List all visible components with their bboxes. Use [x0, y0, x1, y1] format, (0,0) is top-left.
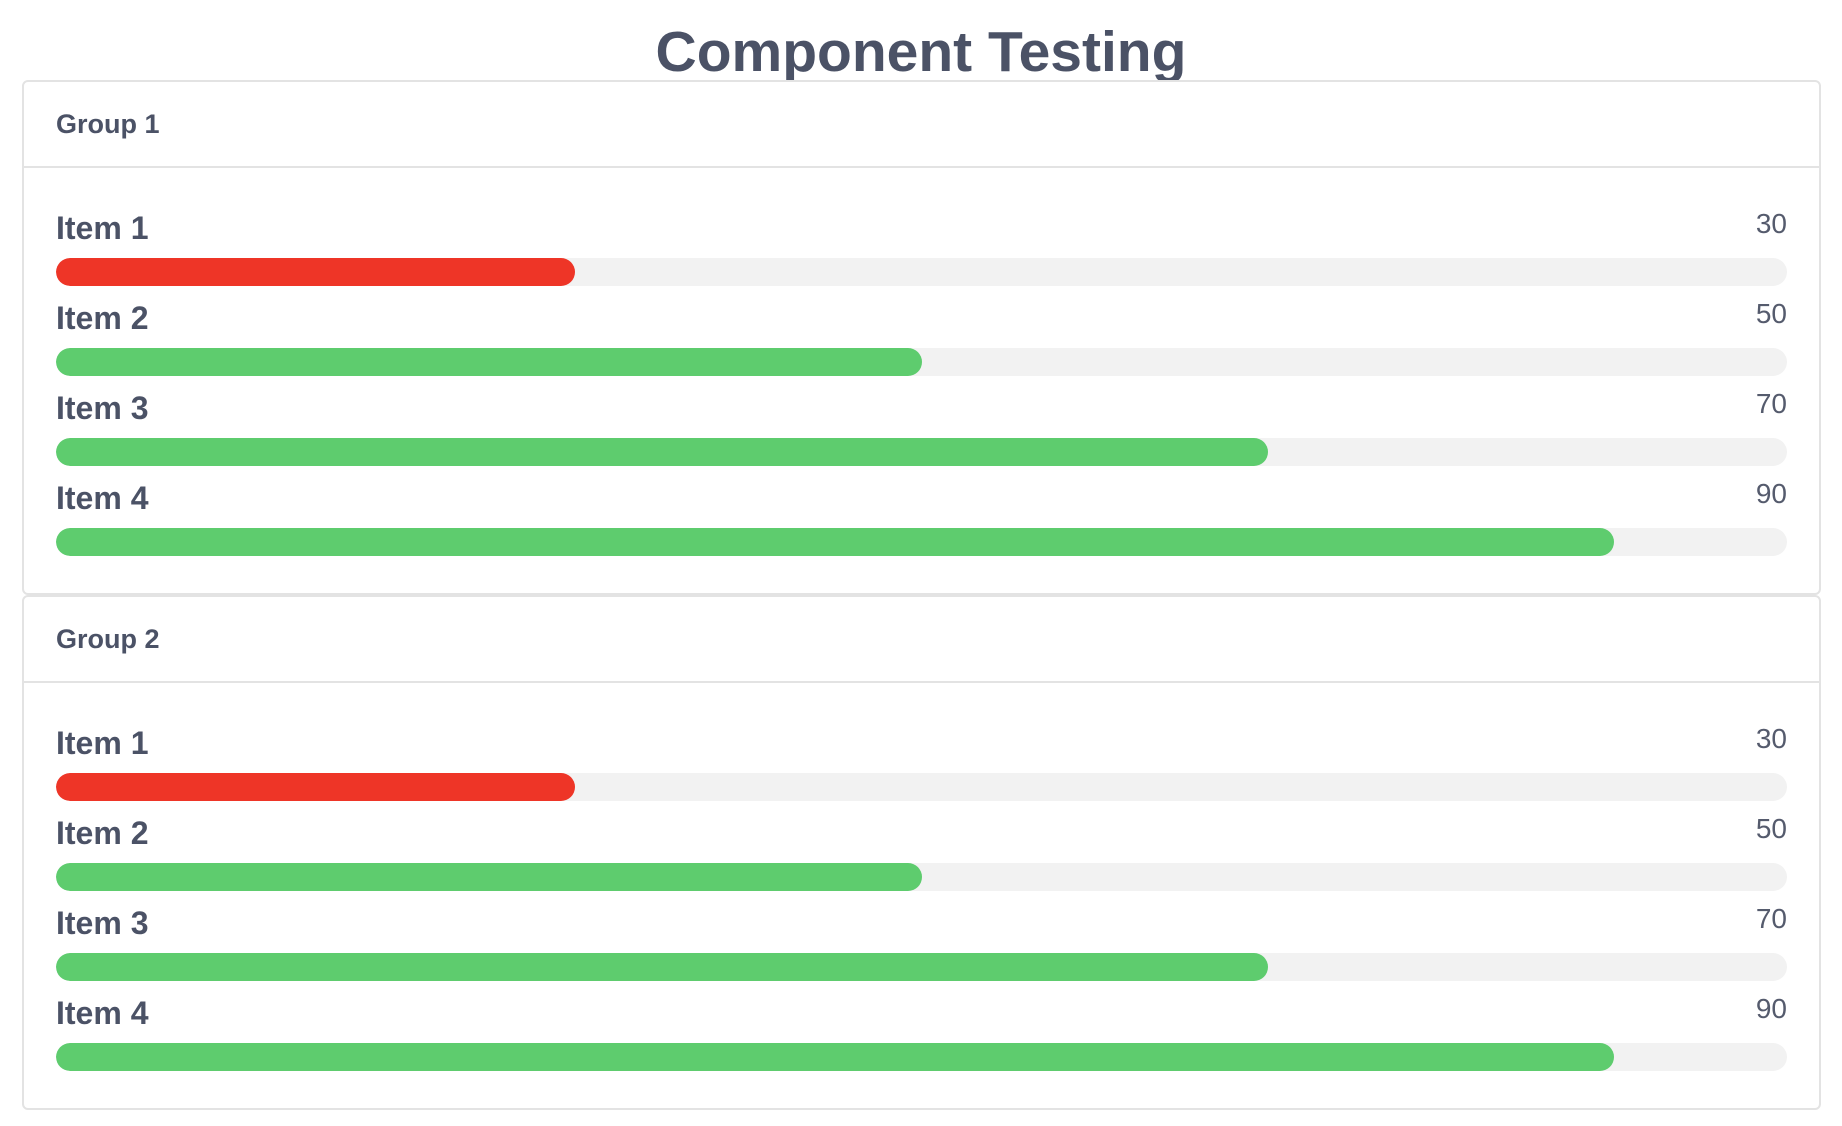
progress-fill [56, 528, 1614, 556]
item-value: 70 [1755, 903, 1787, 934]
item-label: Item 3 [56, 390, 149, 426]
progress-item: Item 2 50 [56, 298, 1787, 388]
item-value: 50 [1755, 298, 1787, 329]
item-label: Item 2 [56, 300, 149, 336]
progress-item: Item 3 70 [56, 388, 1787, 478]
item-value: 90 [1755, 993, 1787, 1024]
progress-track [56, 1043, 1787, 1071]
item-label: Item 4 [56, 480, 149, 516]
item-value: 30 [1755, 723, 1787, 754]
progress-fill [56, 773, 576, 801]
group-body: Item 1 30 Item 2 50 Item 3 70 Item 4 90 [24, 723, 1819, 1083]
progress-fill [56, 348, 922, 376]
progress-fill [56, 1043, 1614, 1071]
group-panel: Group 2 Item 1 30 Item 2 50 Item 3 70 It… [22, 595, 1821, 1110]
progress-item: Item 3 70 [56, 903, 1787, 993]
progress-track [56, 953, 1787, 981]
progress-fill [56, 863, 922, 891]
item-label: Item 1 [56, 725, 149, 761]
item-value: 30 [1755, 208, 1787, 239]
item-value: 50 [1755, 813, 1787, 844]
progress-item: Item 2 50 [56, 813, 1787, 903]
progress-track [56, 773, 1787, 801]
progress-track [56, 258, 1787, 286]
progress-track [56, 438, 1787, 466]
item-label: Item 2 [56, 815, 149, 851]
progress-track [56, 863, 1787, 891]
progress-track [56, 528, 1787, 556]
group-body: Item 1 30 Item 2 50 Item 3 70 Item 4 90 [24, 208, 1819, 568]
progress-track [56, 348, 1787, 376]
item-value: 70 [1755, 388, 1787, 419]
group-header: Group 2 [24, 597, 1819, 683]
page-title: Component Testing [655, 20, 1187, 84]
progress-fill [56, 258, 576, 286]
item-label: Item 3 [56, 905, 149, 941]
progress-fill [56, 438, 1268, 466]
progress-fill [56, 953, 1268, 981]
progress-item: Item 1 30 [56, 723, 1787, 813]
item-value: 90 [1755, 478, 1787, 509]
item-label: Item 4 [56, 995, 149, 1031]
item-label: Item 1 [56, 210, 149, 246]
group-header: Group 1 [24, 82, 1819, 168]
progress-item: Item 1 30 [56, 208, 1787, 298]
progress-item: Item 4 90 [56, 478, 1787, 568]
group-panel: Group 1 Item 1 30 Item 2 50 Item 3 70 It… [22, 80, 1821, 595]
progress-item: Item 4 90 [56, 993, 1787, 1083]
